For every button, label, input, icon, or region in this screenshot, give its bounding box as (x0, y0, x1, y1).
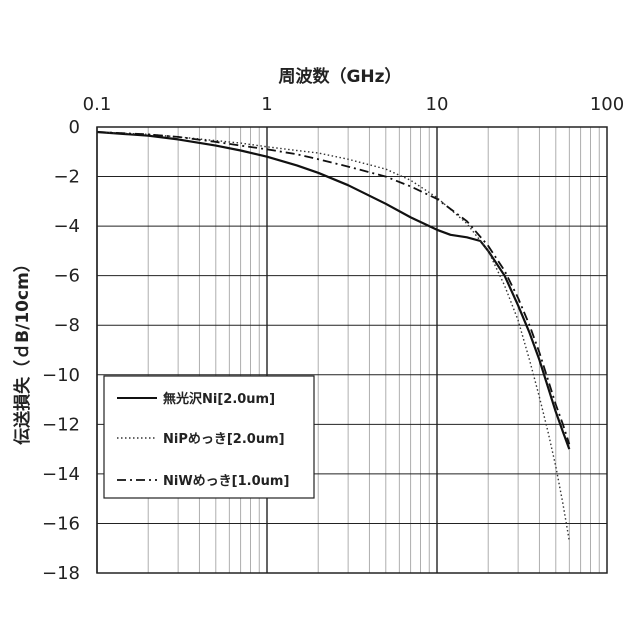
y-tick-label: −16 (42, 513, 80, 534)
y-tick-label: −6 (53, 266, 80, 287)
y-tick-label: −10 (42, 365, 80, 386)
legend-label-series-2: NiPめっき[2.0um] (163, 432, 285, 447)
legend: 無光沢Ni[2.0um] NiPめっき[2.0um] NiWめっき[1.0um] (104, 376, 314, 498)
x-tick-label: 0.1 (83, 94, 112, 115)
y-tick-label: −18 (42, 563, 80, 584)
x-axis-title: 周波数（GHz） (278, 66, 401, 87)
legend-label-series-1: 無光沢Ni[2.0um] (163, 391, 275, 407)
y-axis-title: 伝送損失（ｄB/10cm） (12, 255, 33, 445)
y-tick-label: −14 (42, 464, 80, 485)
x-tick-label: 1 (261, 94, 272, 115)
x-tick-label: 10 (426, 94, 449, 115)
y-tick-label: −4 (53, 216, 80, 237)
legend-label-series-3: NiWめっき[1.0um] (163, 474, 289, 489)
y-tick-label: −2 (53, 167, 80, 188)
y-tick-label: −8 (53, 315, 80, 336)
y-tick-label: 0 (69, 117, 80, 138)
x-tick-label: 100 (590, 94, 624, 115)
y-tick-label: −12 (42, 414, 80, 435)
